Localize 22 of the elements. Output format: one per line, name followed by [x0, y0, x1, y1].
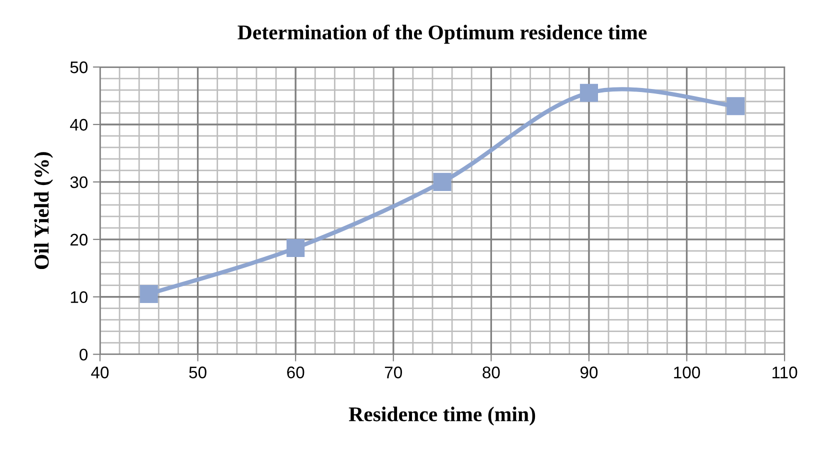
y-tick-label: 0 — [80, 348, 88, 361]
chart-title: Determination of the Optimum residence time — [238, 24, 647, 44]
point — [433, 172, 452, 191]
point — [580, 84, 598, 102]
point — [286, 238, 305, 258]
point — [726, 97, 745, 116]
x-tick-label: 110 — [772, 366, 798, 378]
x-tick-label: 40 — [91, 366, 109, 378]
x-tick-label: 100 — [674, 366, 700, 378]
y-tick-label: 10 — [70, 291, 88, 304]
x-tick-label: 50 — [189, 366, 206, 378]
y-tick-label: 40 — [70, 118, 88, 131]
y-tick-label: 50 — [70, 61, 88, 74]
point — [140, 284, 158, 304]
x-tick-label: 60 — [287, 366, 304, 378]
x-tick-label: 80 — [482, 366, 500, 378]
y-tick-label: 30 — [70, 176, 88, 188]
x-tick-label: 70 — [384, 366, 402, 378]
y-axis-title: Oil Yield (%) — [34, 152, 53, 270]
y-tick-label: 20 — [70, 234, 88, 246]
x-axis-title: Residence time (min) — [348, 406, 536, 426]
x-tick-label: 90 — [580, 366, 598, 378]
